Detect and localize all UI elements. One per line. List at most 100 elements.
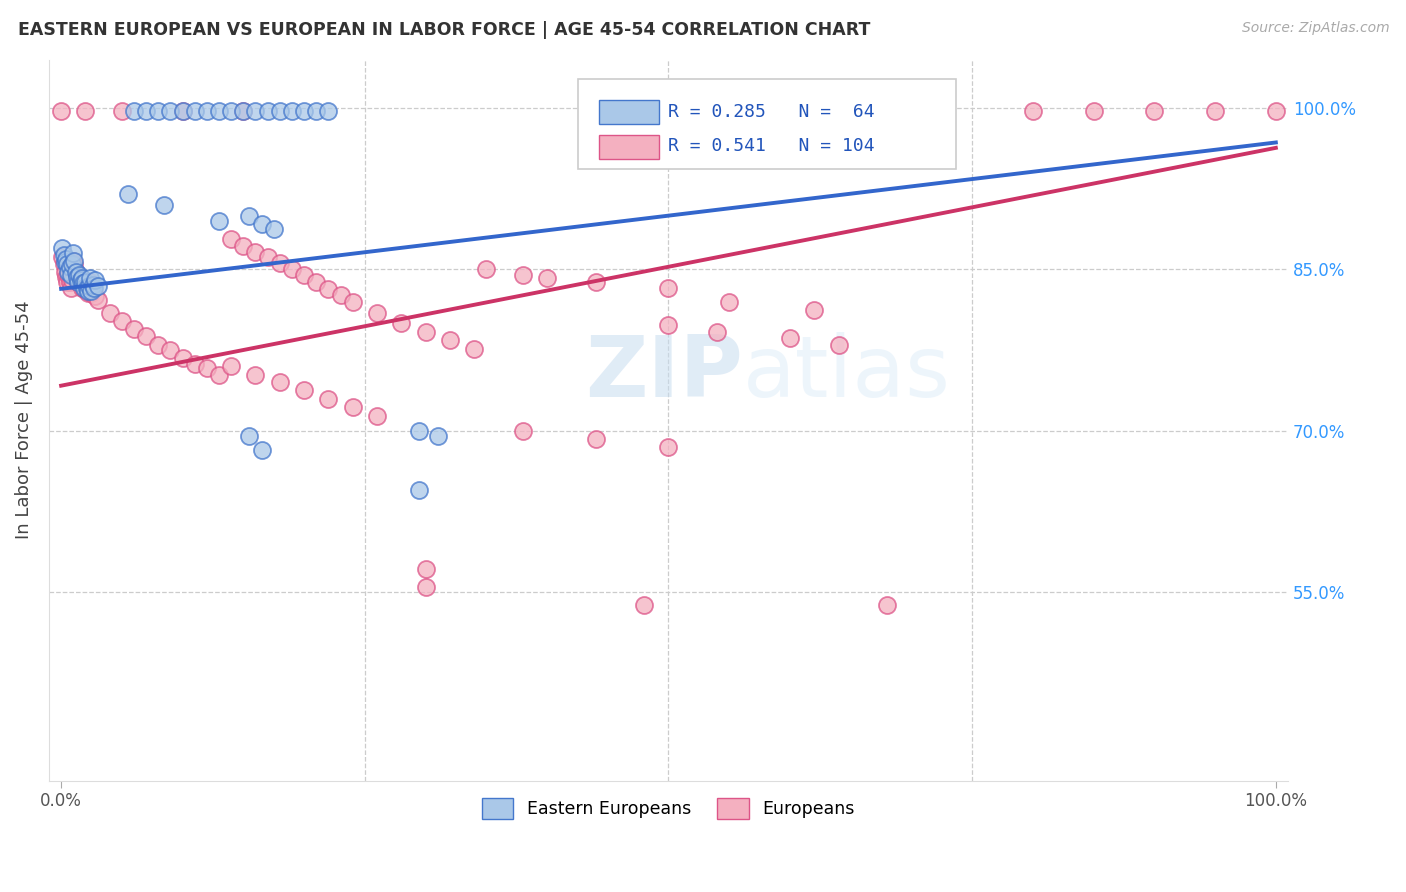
Point <box>827 338 849 352</box>
Point <box>159 343 181 358</box>
Point <box>1083 104 1105 119</box>
Point <box>292 383 315 397</box>
Point <box>84 273 107 287</box>
Point <box>208 368 231 382</box>
Point <box>58 264 80 278</box>
Point <box>329 288 352 302</box>
Point <box>59 268 82 282</box>
Point <box>232 104 254 119</box>
Point <box>159 104 181 119</box>
Point <box>65 264 87 278</box>
Text: Source: ZipAtlas.com: Source: ZipAtlas.com <box>1241 21 1389 36</box>
Point <box>415 580 437 594</box>
Point <box>208 214 231 228</box>
Point <box>318 392 340 406</box>
Point <box>135 104 157 119</box>
Point <box>122 104 145 119</box>
Point <box>208 104 231 119</box>
Point <box>79 276 101 290</box>
Text: R = 0.541   N = 104: R = 0.541 N = 104 <box>668 137 875 155</box>
Point <box>219 104 242 119</box>
Point <box>63 253 86 268</box>
Point <box>1143 104 1166 119</box>
Point <box>815 104 838 119</box>
Point <box>49 104 72 119</box>
FancyBboxPatch shape <box>578 79 956 169</box>
Point <box>263 221 285 235</box>
Point <box>232 239 254 253</box>
Point <box>439 334 461 348</box>
Point <box>82 277 104 292</box>
Point <box>72 277 94 292</box>
Point <box>512 268 534 282</box>
Point <box>69 277 91 291</box>
Point <box>76 284 98 298</box>
Point <box>536 271 558 285</box>
Point <box>585 276 607 290</box>
Point <box>219 232 242 246</box>
Point <box>779 331 801 345</box>
Point <box>415 561 437 575</box>
Point <box>256 104 278 119</box>
Point <box>256 250 278 264</box>
Point <box>52 248 75 262</box>
Point <box>876 599 898 613</box>
Point <box>67 276 90 290</box>
Point <box>633 599 655 613</box>
Point <box>475 262 498 277</box>
Point <box>245 104 267 119</box>
Point <box>55 270 77 285</box>
Text: atlas: atlas <box>742 332 950 415</box>
Point <box>122 321 145 335</box>
Point <box>73 282 96 296</box>
Point <box>98 305 121 319</box>
Point <box>117 187 139 202</box>
Point <box>219 359 242 374</box>
Point <box>366 305 388 319</box>
Point <box>779 104 801 119</box>
Point <box>60 257 83 271</box>
Point <box>76 284 98 298</box>
Point <box>51 241 73 255</box>
Point <box>62 253 84 268</box>
Point <box>1022 104 1045 119</box>
Point <box>463 342 485 356</box>
Point <box>77 281 100 295</box>
Point <box>60 273 83 287</box>
Point <box>66 270 89 285</box>
Text: ZIP: ZIP <box>585 332 742 415</box>
Point <box>59 281 82 295</box>
Point <box>148 104 170 119</box>
Point <box>75 278 97 293</box>
Point <box>250 217 273 231</box>
Point <box>65 264 87 278</box>
Point <box>342 294 364 309</box>
Point <box>779 104 801 119</box>
Point <box>67 276 90 290</box>
Point <box>86 278 108 293</box>
Point <box>1204 104 1226 119</box>
Point <box>839 104 862 119</box>
Point <box>803 303 825 318</box>
Point <box>292 268 315 282</box>
Point <box>184 357 207 371</box>
Point <box>70 271 93 285</box>
Point <box>84 289 107 303</box>
Point <box>269 256 291 270</box>
Point <box>75 276 97 290</box>
Point <box>153 198 176 212</box>
Point <box>305 104 328 119</box>
Point <box>245 368 267 382</box>
Point <box>292 104 315 119</box>
Point <box>834 104 856 119</box>
Point <box>269 104 291 119</box>
Point <box>657 281 679 295</box>
Point <box>389 316 412 330</box>
Point <box>67 271 90 285</box>
Point <box>63 257 86 271</box>
Point <box>62 246 84 260</box>
Point <box>195 361 218 376</box>
Point <box>858 104 880 119</box>
Point <box>86 293 108 307</box>
Point <box>426 429 449 443</box>
